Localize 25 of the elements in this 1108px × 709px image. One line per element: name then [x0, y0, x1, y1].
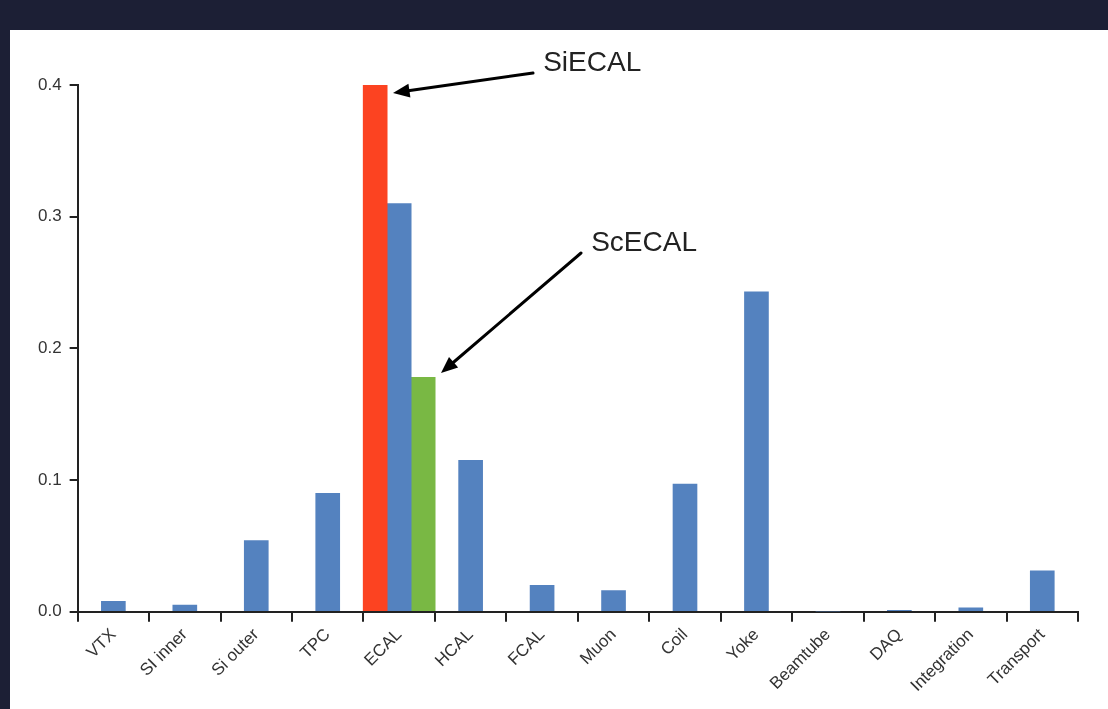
bar — [529, 585, 555, 612]
bar — [672, 483, 698, 612]
bar — [958, 607, 984, 612]
y-tick-label: 0.3 — [37, 206, 62, 226]
bar — [744, 291, 769, 612]
x-tick-label: Yoke — [722, 624, 763, 665]
bar — [386, 203, 412, 612]
bar — [172, 604, 198, 612]
bar — [362, 85, 388, 612]
x-tick-label: Coil — [656, 624, 692, 659]
bar — [315, 492, 341, 612]
bar — [1029, 570, 1055, 612]
bar — [410, 377, 436, 612]
y-tick-label: 0.0 — [37, 601, 62, 621]
bar — [458, 459, 483, 612]
y-tick-label: 0.4 — [37, 74, 62, 94]
y-tick-label: 0.1 — [37, 469, 62, 489]
bar — [601, 590, 626, 612]
bar — [243, 540, 269, 612]
y-tick-label: 0.2 — [37, 338, 62, 358]
bar — [101, 600, 126, 612]
x-tick-label: TPC — [296, 624, 334, 663]
x-tick-label: VTX — [82, 624, 120, 662]
text: SiECAL — [543, 45, 642, 77]
text: ScECAL — [591, 226, 698, 258]
